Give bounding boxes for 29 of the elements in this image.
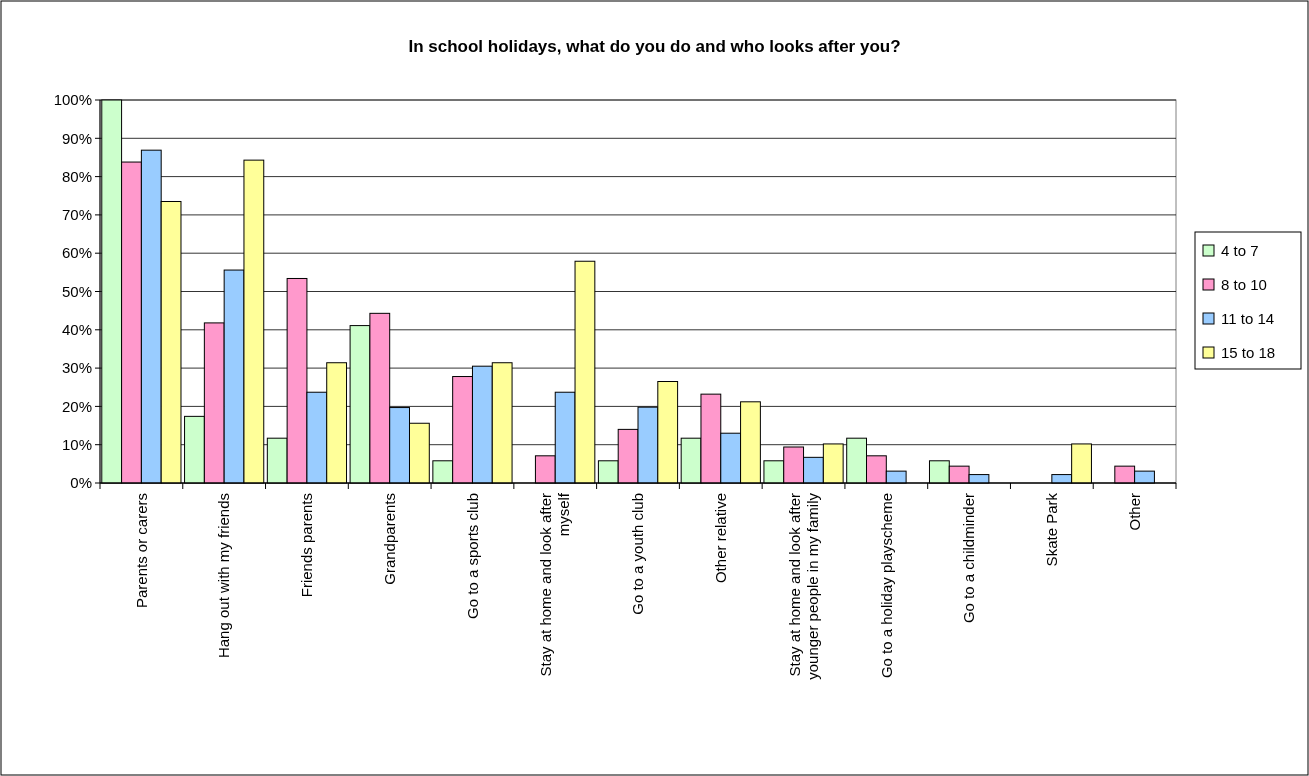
y-tick-label: 40%	[61, 321, 92, 339]
x-tick-label: Friends parents	[298, 493, 316, 598]
y-tick-label: 90%	[61, 129, 92, 147]
y-tick-label: 20%	[61, 397, 92, 415]
x-tick-label: Parents or carers	[132, 493, 150, 609]
y-tick-label: 0%	[70, 474, 92, 492]
x-tick-label: Grandparents	[380, 493, 398, 585]
legend-label: 8 to 10	[1221, 276, 1267, 294]
legend-label: 11 to 14	[1221, 310, 1275, 328]
chart-title: In school holidays, what do you do and who looks after you?	[408, 37, 901, 56]
x-tick-label: Go to a sports club	[463, 493, 481, 619]
x-tick-label: Other relative	[712, 493, 730, 584]
x-tick-label: Other	[1125, 493, 1143, 531]
y-tick-label: 10%	[61, 435, 92, 453]
x-tick-label: Skate Park	[1043, 492, 1061, 567]
x-tick-label: Go to a childminder	[960, 493, 978, 624]
y-tick-label: 70%	[61, 206, 92, 224]
x-tick-label: Stay at home and look after younger people in my family	[785, 492, 821, 680]
y-tick-label: 100%	[53, 91, 92, 109]
y-tick-label: 60%	[61, 244, 92, 262]
x-tick-label: Go to a youth club	[629, 493, 647, 615]
legend-label: 15 to 18	[1221, 344, 1276, 362]
x-tick-label: Stay at home and look after myself	[537, 492, 573, 677]
x-tick-label: Go to a holiday playscheme	[877, 493, 895, 679]
x-tick-label: Hang out with my friends	[215, 493, 233, 659]
y-tick-label: 50%	[61, 282, 92, 300]
legend-label: 4 to 7	[1221, 242, 1259, 260]
y-tick-label: 80%	[61, 167, 92, 185]
y-tick-label: 30%	[61, 359, 92, 377]
